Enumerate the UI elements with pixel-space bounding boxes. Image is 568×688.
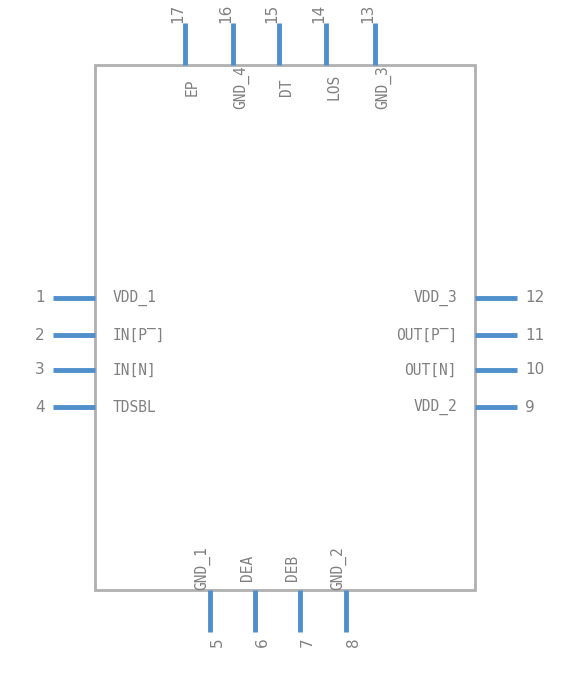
Text: IN[P̅]: IN[P̅] — [113, 327, 165, 343]
Text: VDD_3: VDD_3 — [414, 290, 457, 306]
Text: 1: 1 — [35, 290, 45, 305]
Text: 3: 3 — [35, 363, 45, 378]
Text: VDD_2: VDD_2 — [414, 399, 457, 415]
Text: OUT[P̅]: OUT[P̅] — [396, 327, 457, 343]
Text: 4: 4 — [35, 400, 45, 414]
Text: 11: 11 — [525, 327, 544, 343]
Bar — [95, 65, 475, 590]
Text: 12: 12 — [525, 290, 544, 305]
Text: 2: 2 — [35, 327, 45, 343]
Text: OUT[N]: OUT[N] — [404, 363, 457, 378]
Text: 9: 9 — [525, 400, 534, 414]
Text: 7: 7 — [300, 637, 315, 647]
Text: EP: EP — [185, 78, 200, 96]
Text: VDD_1: VDD_1 — [113, 290, 157, 306]
Text: DEB: DEB — [285, 555, 300, 581]
Text: TDSBL: TDSBL — [113, 400, 157, 414]
Text: 15: 15 — [264, 3, 279, 23]
Text: 14: 14 — [311, 3, 326, 23]
Text: IN[N]: IN[N] — [113, 363, 157, 378]
Text: GND_4: GND_4 — [233, 65, 249, 109]
Text: 8: 8 — [346, 637, 361, 647]
Text: 10: 10 — [525, 363, 544, 378]
Text: 17: 17 — [170, 3, 185, 23]
Text: GND_2: GND_2 — [330, 546, 346, 590]
Text: DEA: DEA — [240, 555, 255, 581]
Text: 13: 13 — [360, 3, 375, 23]
Text: LOS: LOS — [326, 74, 341, 100]
Text: GND_3: GND_3 — [375, 65, 391, 109]
Text: 16: 16 — [218, 3, 233, 23]
Text: 6: 6 — [255, 637, 270, 647]
Text: 5: 5 — [210, 637, 225, 647]
Text: DT: DT — [279, 78, 294, 96]
Text: GND_1: GND_1 — [194, 546, 210, 590]
